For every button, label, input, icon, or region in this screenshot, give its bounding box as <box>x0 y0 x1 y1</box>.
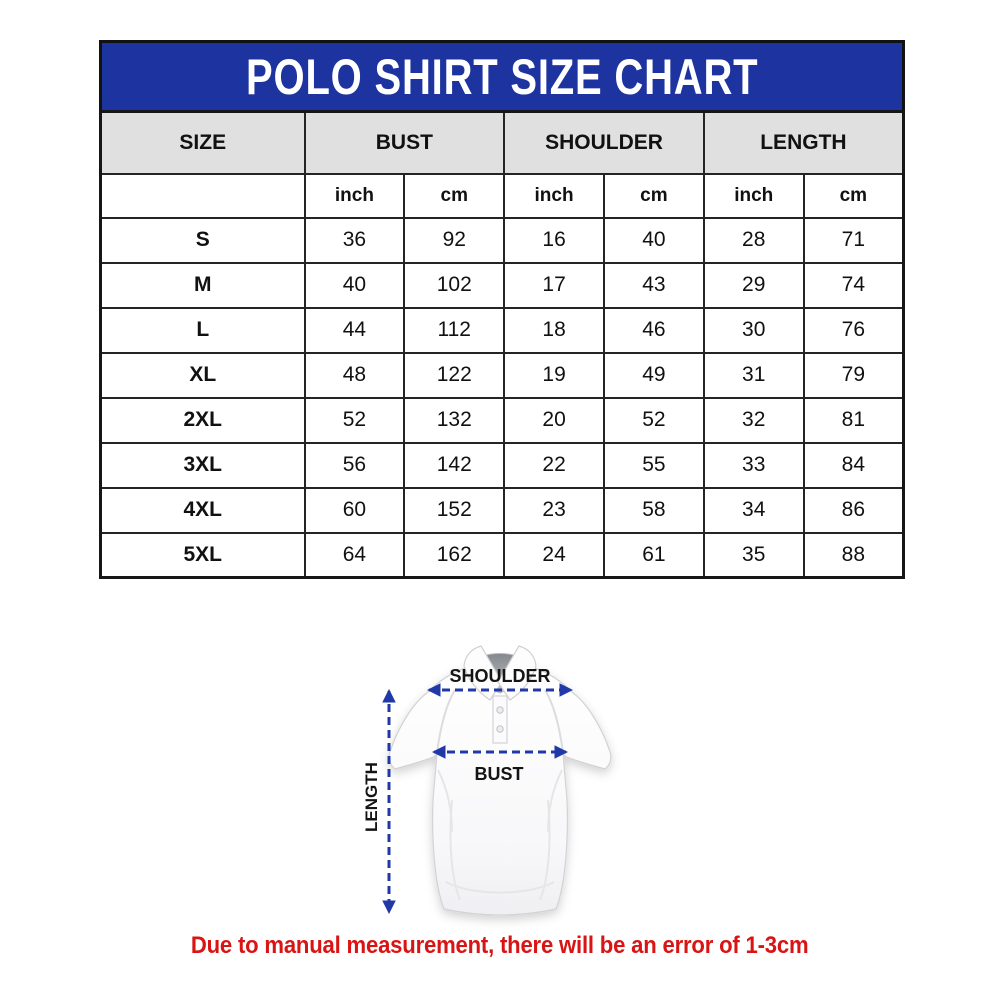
measurement-cell: 61 <box>602 531 705 579</box>
measurement-cell: 40 <box>602 216 705 264</box>
measurement-cell: 152 <box>403 486 506 534</box>
measurement-cell: 81 <box>802 396 905 444</box>
size-label-cell: XL <box>99 351 306 399</box>
table-row: 2XL 52 132 20 52 32 81 <box>99 396 905 444</box>
shoulder-label: SHOULDER <box>449 666 550 686</box>
measurement-cell: 76 <box>802 306 905 354</box>
measurement-cell: 44 <box>303 306 406 354</box>
length-label: LENGTH <box>362 762 381 832</box>
col-header-length: LENGTH <box>702 110 905 175</box>
size-label-cell: 4XL <box>99 486 306 534</box>
measurement-cell: 92 <box>403 216 506 264</box>
measurement-cell: 24 <box>503 531 605 579</box>
measurement-cell: 22 <box>503 441 605 489</box>
measurement-cell: 28 <box>702 216 805 264</box>
measurement-cell: 46 <box>602 306 705 354</box>
measurement-cell: 16 <box>503 216 605 264</box>
table-row: 3XL 56 142 22 55 33 84 <box>99 441 905 489</box>
polo-shirt-illustration <box>388 645 612 916</box>
measurement-cell: 29 <box>702 261 805 309</box>
measurement-note: Due to manual measurement, there will be… <box>0 932 1000 960</box>
measurement-cell: 162 <box>403 531 506 579</box>
measurement-cell: 40 <box>303 261 406 309</box>
size-label-cell: L <box>99 306 306 354</box>
size-label-cell: 3XL <box>99 441 306 489</box>
measurement-cell: 132 <box>403 396 506 444</box>
measurement-cell: 35 <box>702 531 805 579</box>
unit-cell: cm <box>602 172 705 219</box>
measurement-cell: 49 <box>602 351 705 399</box>
unit-cell: inch <box>503 172 605 219</box>
measurement-cell: 52 <box>602 396 705 444</box>
unit-cell-empty <box>99 172 306 219</box>
table-row: L 44 112 18 46 30 76 <box>99 306 905 354</box>
measurement-cell: 79 <box>802 351 905 399</box>
measurement-cell: 55 <box>602 441 705 489</box>
col-header-shoulder: SHOULDER <box>503 110 705 175</box>
table-row: S 36 92 16 40 28 71 <box>99 216 905 264</box>
measurement-cell: 86 <box>802 486 905 534</box>
measurement-cell: 60 <box>303 486 406 534</box>
measurement-cell: 18 <box>503 306 605 354</box>
measurement-cell: 23 <box>503 486 605 534</box>
measurement-cell: 58 <box>602 486 705 534</box>
size-diagram-svg: SHOULDER BUST LENGTH <box>362 645 612 916</box>
measurement-cell: 71 <box>802 216 905 264</box>
measurement-cell: 56 <box>303 441 406 489</box>
measurement-cell: 30 <box>702 306 805 354</box>
table-row: 4XL 60 152 23 58 34 86 <box>99 486 905 534</box>
table-header-row: SIZE BUST SHOULDER LENGTH <box>99 110 905 175</box>
size-label-cell: 5XL <box>99 531 306 579</box>
size-label-cell: 2XL <box>99 396 306 444</box>
measurement-cell: 19 <box>503 351 605 399</box>
measurement-cell: 52 <box>303 396 406 444</box>
page-title: POLO SHIRT SIZE CHART <box>245 48 759 105</box>
measurement-cell: 122 <box>403 351 506 399</box>
measurement-cell: 33 <box>702 441 805 489</box>
unit-row: inch cm inch cm inch cm <box>99 172 905 219</box>
unit-cell: inch <box>702 172 805 219</box>
measurement-cell: 88 <box>802 531 905 579</box>
size-label-cell: S <box>99 216 306 264</box>
table-row: 5XL 64 162 24 61 35 88 <box>99 531 905 579</box>
unit-cell: inch <box>303 172 406 219</box>
col-header-size: SIZE <box>99 110 306 175</box>
unit-cell: cm <box>802 172 905 219</box>
title-bar: POLO SHIRT SIZE CHART <box>99 40 905 110</box>
measurement-cell: 31 <box>702 351 805 399</box>
measurement-cell: 36 <box>303 216 406 264</box>
measurement-cell: 64 <box>303 531 406 579</box>
measurement-cell: 43 <box>602 261 705 309</box>
measurement-cell: 84 <box>802 441 905 489</box>
measurement-cell: 32 <box>702 396 805 444</box>
size-label-cell: M <box>99 261 306 309</box>
measurement-cell: 17 <box>503 261 605 309</box>
measurement-cell: 48 <box>303 351 406 399</box>
bust-label: BUST <box>475 764 524 784</box>
table-row: M 40 102 17 43 29 74 <box>99 261 905 309</box>
col-header-bust: BUST <box>303 110 506 175</box>
measurement-cell: 20 <box>503 396 605 444</box>
measurement-cell: 74 <box>802 261 905 309</box>
table-row: XL 48 122 19 49 31 79 <box>99 351 905 399</box>
measurement-cell: 112 <box>403 306 506 354</box>
measurement-cell: 34 <box>702 486 805 534</box>
measurement-cell: 102 <box>403 261 506 309</box>
size-chart-table: SIZE BUST SHOULDER LENGTH inch cm inch c… <box>99 110 905 579</box>
unit-cell: cm <box>403 172 506 219</box>
measurement-diagram: SHOULDER BUST LENGTH <box>328 626 692 930</box>
measurement-cell: 142 <box>403 441 506 489</box>
measurement-note-text: Due to manual measurement, there will be… <box>191 932 809 959</box>
